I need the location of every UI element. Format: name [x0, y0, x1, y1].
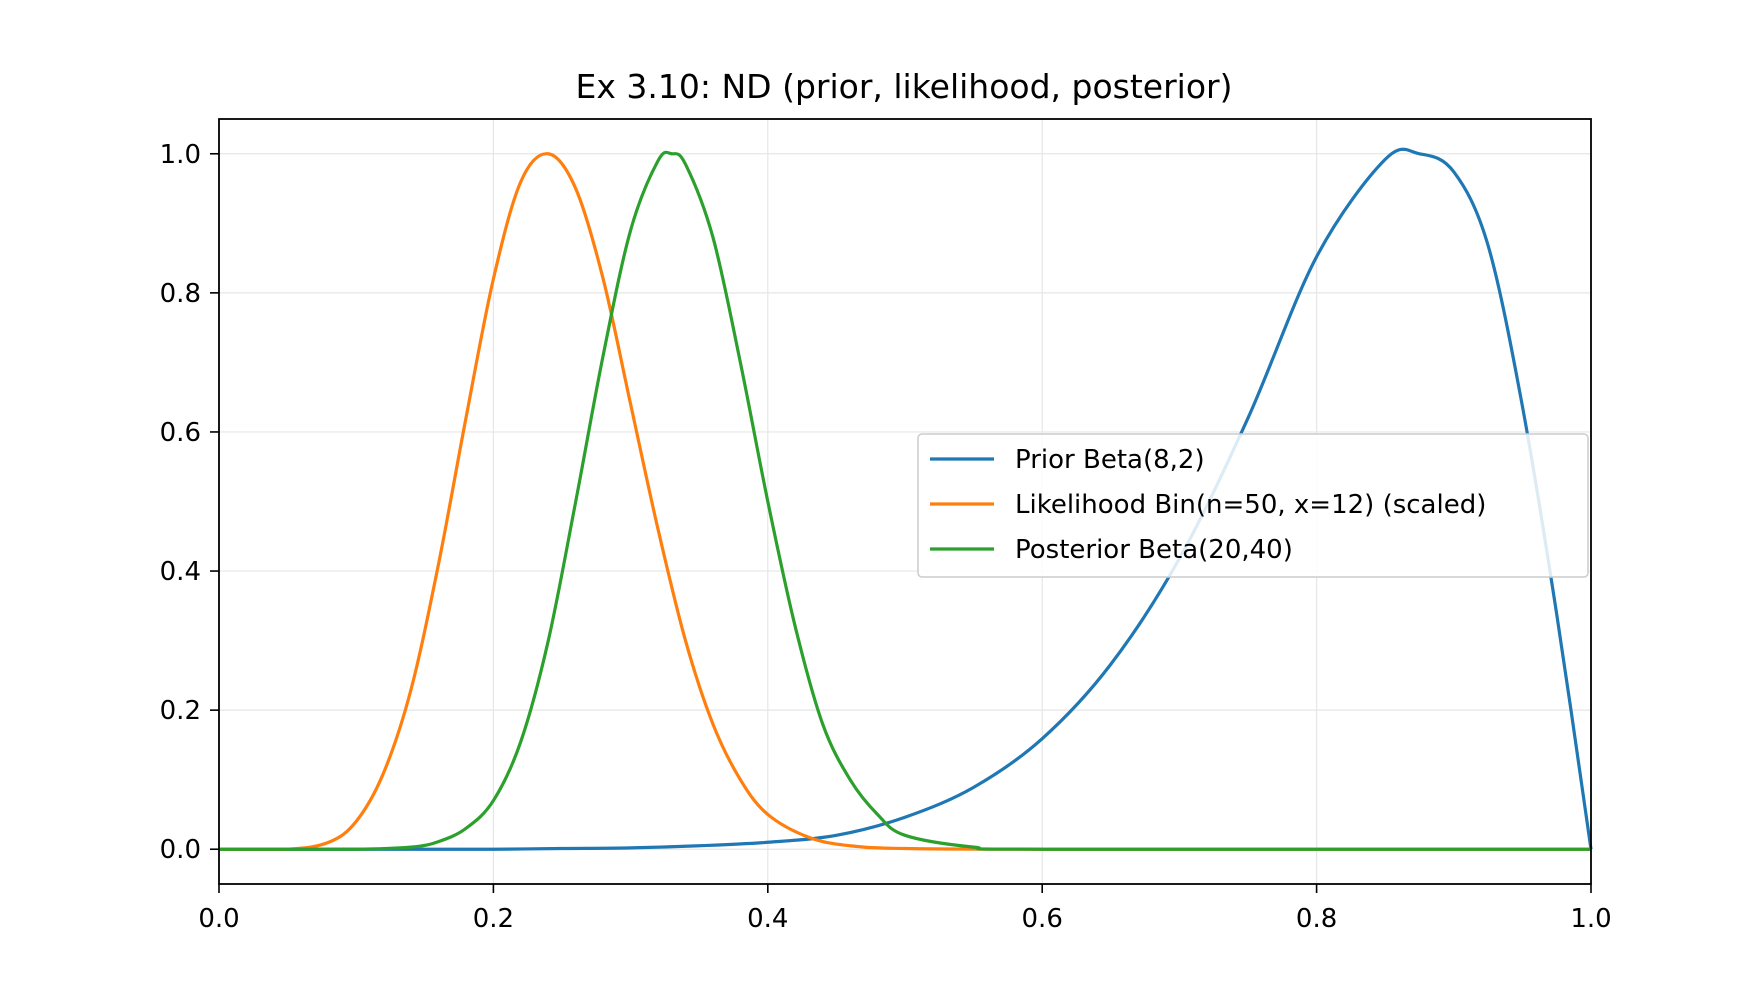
y-tick-label: 0.6	[160, 418, 201, 448]
chart-title: Ex 3.10: ND (prior, likelihood, posterio…	[576, 67, 1233, 106]
y-tick-label: 1.0	[160, 140, 201, 170]
legend-entry-3: Posterior Beta(20,40)	[1015, 535, 1293, 565]
y-tick-label: 0.4	[160, 557, 201, 587]
y-tick-label: 0.0	[160, 835, 201, 865]
series-layer	[218, 147, 1593, 851]
legend-box	[917, 433, 1589, 578]
series-line-3	[218, 150, 1591, 851]
legend-entry-1: Prior Beta(8,2)	[1015, 445, 1205, 475]
series-line-2	[218, 152, 1591, 851]
plot-frame	[218, 118, 1592, 885]
x-tick-label: 0.6	[1022, 904, 1063, 934]
y-tick-label: 0.2	[160, 696, 201, 726]
x-tick-label: 0.0	[198, 904, 239, 934]
series-line-1	[218, 147, 1593, 851]
x-tick-label: 0.2	[473, 904, 514, 934]
x-axis: 0.0 0.2 0.4 0.6 0.8 1.0	[198, 884, 1612, 934]
x-tick-label: 1.0	[1570, 904, 1611, 934]
y-axis: 0.0 0.2 0.4 0.6 0.8 1.0	[160, 140, 219, 865]
legend-entry-2: Likelihood Bin(n=50, x=12) (scaled)	[1015, 490, 1486, 520]
legend: Prior Beta(8,2) Likelihood Bin(n=50, x=12…	[917, 433, 1589, 578]
x-tick-label: 0.8	[1296, 904, 1337, 934]
x-tick-label: 0.4	[747, 904, 788, 934]
y-tick-label: 0.8	[160, 279, 201, 309]
